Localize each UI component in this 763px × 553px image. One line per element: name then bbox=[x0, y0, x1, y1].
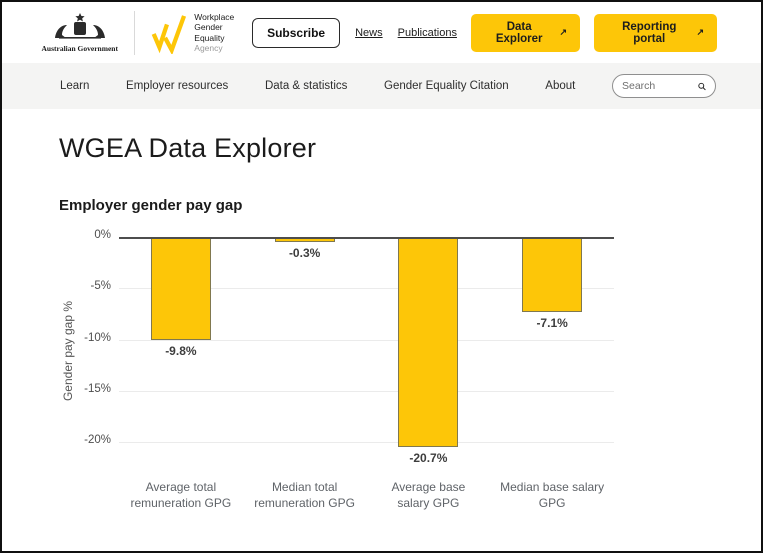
ytick--5%: -5% bbox=[90, 280, 111, 293]
reporting-portal-button[interactable]: Reporting portal ↗ bbox=[594, 13, 717, 52]
ytick-0%: 0% bbox=[94, 229, 111, 241]
nav-item-employer-resources[interactable]: Employer resources bbox=[126, 80, 229, 92]
wgea-checkmark-icon bbox=[152, 14, 187, 54]
wgea-line3: Agency bbox=[194, 42, 223, 53]
data-explorer-button[interactable]: Data Explorer ↗ bbox=[470, 13, 580, 52]
bar-value-label-1: -0.3% bbox=[288, 246, 321, 261]
gridline--15% bbox=[119, 391, 614, 393]
main-content: WGEA Data Explorer Employer gender pay g… bbox=[2, 109, 761, 511]
search-icon[interactable] bbox=[698, 81, 706, 92]
australian-government-logo[interactable]: Australian Government bbox=[36, 12, 124, 53]
y-axis-title: Gender pay gap % bbox=[61, 300, 75, 402]
wgea-logo-text: Workplace Gender Equality Agency bbox=[194, 12, 252, 52]
gridline--5% bbox=[119, 288, 614, 290]
news-link[interactable]: News bbox=[355, 26, 383, 39]
bar-2[interactable] bbox=[398, 239, 459, 447]
bar-column-2: -20.7% bbox=[367, 239, 491, 465]
bar-column-0: -9.8% bbox=[119, 239, 243, 465]
bar-3[interactable] bbox=[522, 239, 583, 312]
bar-0[interactable] bbox=[150, 239, 211, 340]
external-link-icon: ↗ bbox=[559, 27, 567, 37]
gov-logo-text: Australian Government bbox=[41, 44, 118, 53]
publications-link[interactable]: Publications bbox=[397, 26, 457, 39]
wgea-line2: Gender Equality bbox=[194, 22, 225, 43]
category-label-1: Median total remuneration GPG bbox=[254, 480, 355, 510]
header: Australian Government Workplace Gender E… bbox=[2, 2, 761, 63]
category-label-0: Average total remuneration GPG bbox=[130, 480, 232, 510]
logo-divider bbox=[133, 10, 135, 55]
category-label-3: Median base salary GPG bbox=[500, 480, 605, 510]
external-link-icon: ↗ bbox=[696, 27, 704, 37]
nav-item-about[interactable]: About bbox=[545, 80, 576, 92]
search-box[interactable] bbox=[611, 74, 716, 98]
nav-item-data-statistics[interactable]: Data & statistics bbox=[264, 80, 348, 92]
data-explorer-label: Data Explorer bbox=[495, 20, 543, 45]
bar-1[interactable] bbox=[274, 239, 335, 243]
main-nav: Learn Employer resources Data & statisti… bbox=[2, 63, 761, 109]
subscribe-button[interactable]: Subscribe bbox=[252, 17, 341, 48]
chart-title: Employer gender pay gap bbox=[59, 197, 243, 214]
bar-column-3: -7.1% bbox=[490, 239, 614, 465]
search-input[interactable] bbox=[621, 80, 692, 92]
bar-value-label-0: -9.8% bbox=[165, 343, 197, 358]
page-title: WGEA Data Explorer bbox=[59, 133, 317, 163]
gridline--10% bbox=[119, 339, 614, 341]
ytick--15%: -15% bbox=[84, 383, 111, 396]
australian-government-crest-icon bbox=[54, 13, 105, 39]
x-axis-category-labels: Average total remuneration GPG Median tot… bbox=[119, 480, 614, 511]
nav-item-gender-equality-citation[interactable]: Gender Equality Citation bbox=[384, 80, 509, 92]
ytick--20%: -20% bbox=[84, 434, 111, 447]
wgea-line1: Workplace bbox=[194, 12, 235, 23]
bar-value-label-3: -7.1% bbox=[536, 315, 568, 330]
category-label-2: Average base salary GPG bbox=[391, 480, 466, 510]
gridline--20% bbox=[119, 442, 614, 444]
ytick--10%: -10% bbox=[84, 331, 111, 344]
reporting-portal-label: Reporting portal bbox=[622, 20, 677, 45]
nav-item-learn[interactable]: Learn bbox=[60, 80, 90, 92]
wgea-logo[interactable]: Workplace Gender Equality Agency bbox=[148, 12, 252, 54]
bar-value-label-2: -20.7% bbox=[409, 451, 448, 465]
plot-area: -9.8% -0.3% -20.7% -7.1% bbox=[119, 237, 614, 465]
gender-pay-gap-chart: Gender pay gap % 0% -5% -10% -15% -20% -9.8%… bbox=[59, 229, 761, 465]
y-axis-title-box: Gender pay gap % bbox=[59, 237, 77, 465]
bar-column-1: -0.3% bbox=[243, 239, 367, 465]
y-axis-ticks: 0% -5% -10% -15% -20% bbox=[77, 229, 119, 465]
